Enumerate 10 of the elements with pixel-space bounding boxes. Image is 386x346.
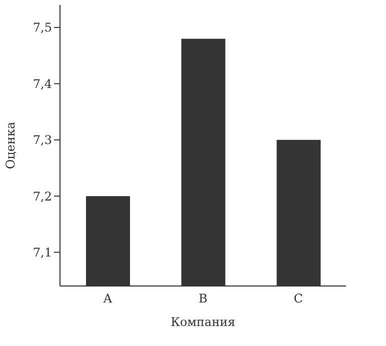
y-tick-label: 7,3 <box>32 133 52 148</box>
y-tick-label: 7,5 <box>32 20 52 35</box>
y-tick-label: 7,2 <box>32 189 52 204</box>
x-tick-label: C <box>294 292 303 306</box>
y-axis-title: Оценка <box>3 122 18 170</box>
y-tick-label: 7,1 <box>32 246 52 260</box>
y-tick-label: 7,4 <box>32 76 52 91</box>
x-axis-title: Компания <box>170 315 236 329</box>
x-tick-label: B <box>198 292 208 306</box>
x-tick-label: A <box>102 292 112 306</box>
